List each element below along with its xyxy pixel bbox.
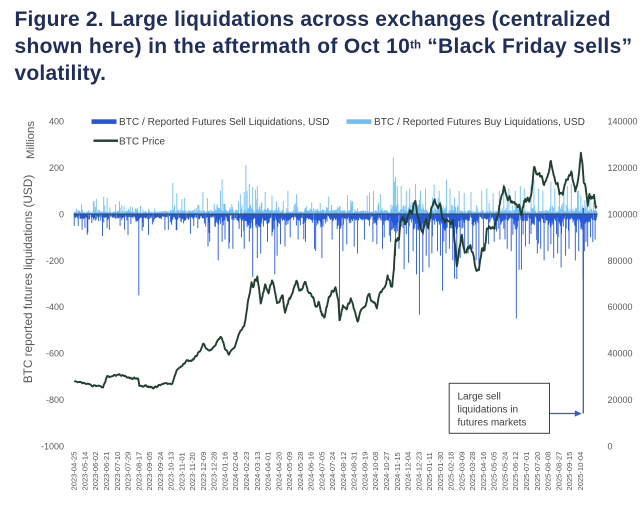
svg-text:-800: -800 — [46, 395, 64, 405]
svg-text:2023-04-25: 2023-04-25 — [70, 452, 79, 491]
svg-text:2024-08-31: 2024-08-31 — [350, 452, 359, 491]
svg-text:2024-05-28: 2024-05-28 — [296, 452, 305, 491]
svg-text:2024-01-16: 2024-01-16 — [221, 452, 230, 491]
svg-text:2025-01-11: 2025-01-11 — [425, 452, 434, 490]
svg-text:2023-09-24: 2023-09-24 — [156, 452, 165, 491]
svg-text:2025-10-04: 2025-10-04 — [576, 452, 585, 491]
svg-text:2024-02-23: 2024-02-23 — [242, 452, 251, 491]
svg-text:60000: 60000 — [608, 302, 633, 312]
svg-text:liquidations in: liquidations in — [458, 405, 519, 416]
svg-text:-1000: -1000 — [41, 442, 64, 452]
svg-text:2024-07-24: 2024-07-24 — [328, 452, 337, 491]
svg-text:2023-07-29: 2023-07-29 — [124, 452, 133, 491]
svg-text:2024-11-15: 2024-11-15 — [393, 452, 402, 490]
svg-text:2023-12-28: 2023-12-28 — [210, 452, 219, 491]
svg-text:2025-01-30: 2025-01-30 — [436, 452, 445, 491]
svg-text:2024-10-08: 2024-10-08 — [371, 452, 380, 491]
svg-text:2024-08-12: 2024-08-12 — [339, 452, 348, 491]
svg-text:2024-09-19: 2024-09-19 — [361, 452, 370, 491]
svg-text:140000: 140000 — [608, 117, 638, 127]
svg-text:40000: 40000 — [608, 349, 633, 359]
svg-text:2025-04-16: 2025-04-16 — [479, 452, 488, 491]
svg-text:futures markets: futures markets — [458, 418, 527, 429]
svg-text:2023-11-01: 2023-11-01 — [177, 452, 186, 490]
svg-text:2023-07-10: 2023-07-10 — [113, 452, 122, 491]
svg-text:2025-07-01: 2025-07-01 — [522, 452, 531, 491]
svg-text:2023-06-21: 2023-06-21 — [102, 452, 111, 491]
svg-text:2025-03-28: 2025-03-28 — [468, 452, 477, 491]
svg-text:2024-10-27: 2024-10-27 — [382, 452, 391, 491]
svg-text:2025-07-20: 2025-07-20 — [533, 452, 542, 491]
svg-text:2023-12-09: 2023-12-09 — [199, 452, 208, 491]
svg-text:2025-03-09: 2025-03-09 — [457, 452, 466, 491]
svg-text:0: 0 — [608, 442, 613, 452]
svg-text:BTC / Reported Futures Buy Liq: BTC / Reported Futures Buy Liquidations,… — [374, 117, 585, 128]
svg-text:2024-07-05: 2024-07-05 — [317, 452, 326, 491]
svg-text:2025-08-27: 2025-08-27 — [554, 452, 563, 491]
svg-text:BTC Price: BTC Price — [119, 136, 165, 147]
svg-text:20000: 20000 — [608, 395, 633, 405]
svg-text:2025-05-05: 2025-05-05 — [490, 452, 499, 491]
svg-text:120000: 120000 — [608, 163, 638, 173]
svg-text:Large sell: Large sell — [458, 392, 501, 403]
svg-text:2025-05-24: 2025-05-24 — [501, 452, 510, 491]
svg-text:BTC / Reported Futures Sell Li: BTC / Reported Futures Sell Liquidations… — [119, 117, 329, 128]
svg-text:100000: 100000 — [608, 209, 638, 219]
svg-text:2024-05-09: 2024-05-09 — [285, 452, 294, 491]
svg-text:2025-09-15: 2025-09-15 — [565, 452, 574, 491]
svg-text:2024-12-04: 2024-12-04 — [404, 452, 413, 491]
svg-text:2025-08-08: 2025-08-08 — [544, 452, 553, 491]
svg-text:2023-09-05: 2023-09-05 — [145, 452, 154, 491]
svg-text:-400: -400 — [46, 302, 64, 312]
svg-text:2023-10-13: 2023-10-13 — [167, 452, 176, 491]
svg-text:2025-06-12: 2025-06-12 — [511, 452, 520, 491]
svg-text:2024-03-13: 2024-03-13 — [253, 452, 262, 491]
svg-text:0: 0 — [59, 209, 64, 219]
svg-text:2023-05-14: 2023-05-14 — [81, 452, 90, 491]
svg-text:2023-08-17: 2023-08-17 — [134, 452, 143, 491]
svg-text:400: 400 — [49, 117, 64, 127]
svg-text:2023-06-02: 2023-06-02 — [91, 452, 100, 491]
svg-text:-200: -200 — [46, 256, 64, 266]
svg-text:2024-06-16: 2024-06-16 — [307, 452, 316, 491]
svg-text:Millions: Millions — [25, 121, 37, 159]
svg-text:2024-02-04: 2024-02-04 — [231, 452, 240, 491]
svg-text:2024-04-20: 2024-04-20 — [274, 452, 283, 491]
svg-text:200: 200 — [49, 163, 64, 173]
svg-text:2024-04-01: 2024-04-01 — [264, 452, 273, 491]
svg-text:-600: -600 — [46, 349, 64, 359]
svg-text:BTC reported futures liquidati: BTC reported futures liquidations (USD) — [21, 175, 35, 384]
svg-text:2023-11-20: 2023-11-20 — [188, 452, 197, 490]
svg-text:2025-02-18: 2025-02-18 — [447, 452, 456, 491]
svg-text:80000: 80000 — [608, 256, 633, 266]
svg-text:2024-12-23: 2024-12-23 — [414, 452, 423, 491]
